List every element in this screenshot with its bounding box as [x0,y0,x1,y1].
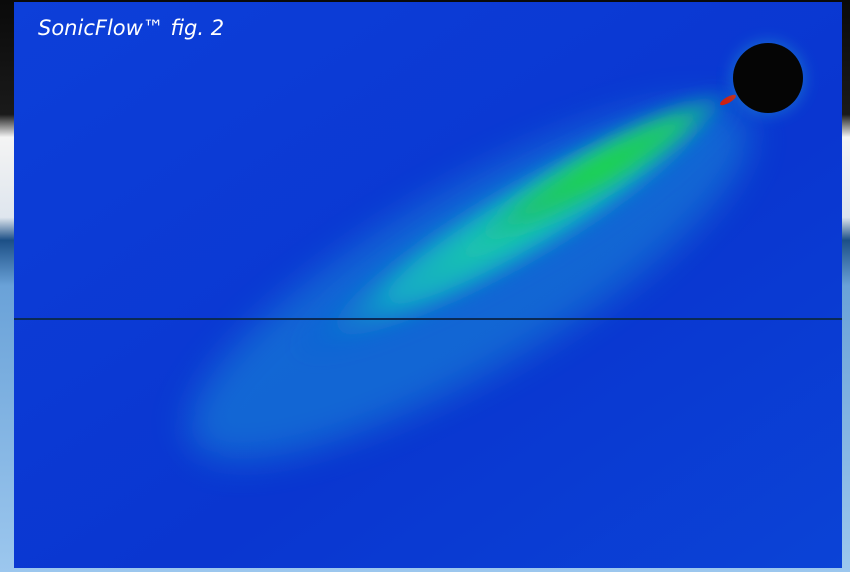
simulation-panel [14,2,842,568]
source [733,43,803,113]
plume-core [469,90,731,248]
plume [188,88,750,460]
hot-spot [720,94,736,106]
caption: SonicFlow™ fig. 2 [38,16,224,40]
